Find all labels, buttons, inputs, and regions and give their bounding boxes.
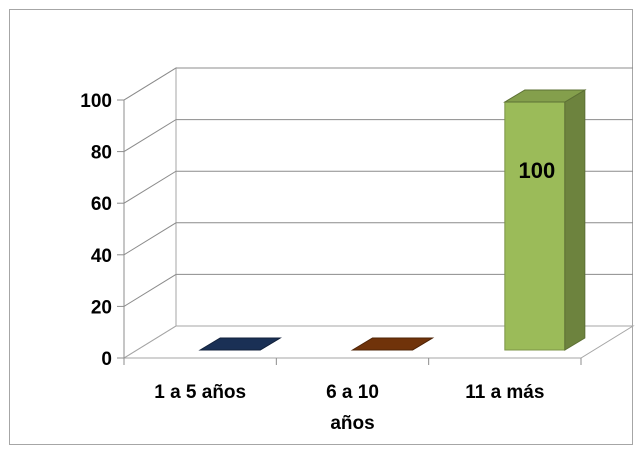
bar-top (198, 337, 282, 351)
y-tick-label: 80 (91, 143, 112, 164)
x-category-label: 11 a más (465, 382, 544, 403)
x-category-label: 1 a 5 años (154, 382, 246, 403)
gridline (123, 170, 633, 204)
gridline (123, 222, 633, 256)
x-category-label: 6 a 10 (326, 382, 379, 403)
y-tick-label: 0 (101, 349, 112, 370)
gridline (123, 67, 633, 101)
x-category-label: años (330, 413, 374, 434)
side-wall (123, 67, 177, 359)
y-tick-label: 100 (80, 91, 112, 112)
data-label: 100 (518, 158, 555, 183)
y-tick-label: 20 (91, 297, 112, 318)
gridline (123, 273, 633, 307)
bar-top (503, 89, 587, 103)
gridline (123, 119, 633, 153)
bar-top (350, 337, 435, 351)
y-tick-label: 60 (91, 194, 112, 215)
bar-side (564, 89, 586, 351)
bar[interactable] (504, 101, 566, 351)
y-tick-label: 40 (91, 246, 112, 267)
